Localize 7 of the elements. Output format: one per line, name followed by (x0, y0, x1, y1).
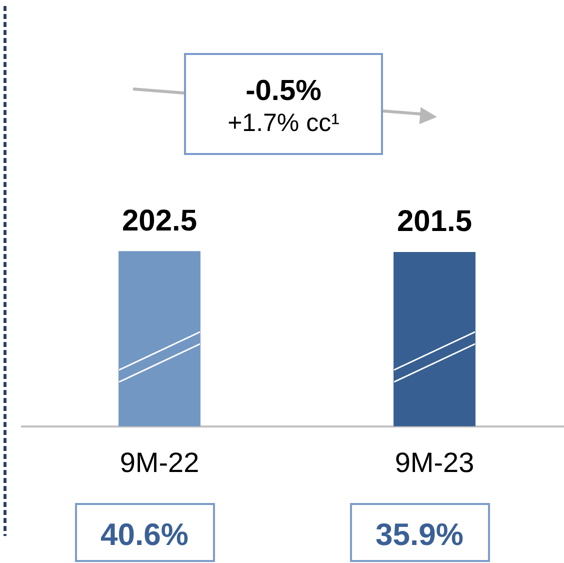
x-tick-label: 9M-22 (120, 446, 200, 478)
data-label: 201.5 (396, 205, 472, 238)
text: 40.6% (100, 516, 188, 552)
data-label: 202.5 (122, 204, 198, 238)
text: -0.5% +1.7% cc¹ (228, 74, 340, 138)
text: 35.9% (376, 516, 464, 552)
x-tick-label: 9M-23 (394, 446, 474, 478)
